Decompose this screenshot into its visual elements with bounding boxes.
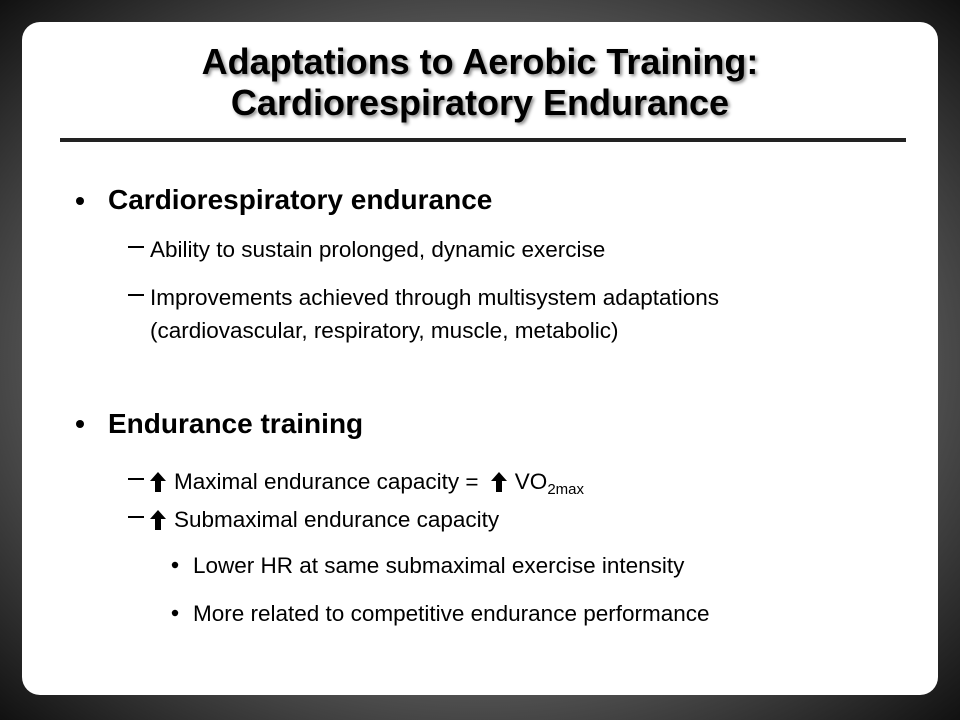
sub-item: Maximal endurance capacity = VO2max (150, 465, 850, 506)
symbol: VO (514, 469, 548, 494)
dash (128, 294, 144, 296)
sub-item: Submaximal endurance capacity (150, 503, 850, 536)
dash (128, 478, 144, 480)
sub-sub-item: More related to competitive endurance pe… (193, 601, 710, 626)
sub-sub-item: Lower HR at same submaximal exercise int… (193, 553, 685, 578)
bullet-text: Cardiorespiratory endurance (108, 184, 493, 215)
title-rule (60, 138, 906, 142)
sub-item-text: Submaximal endurance capacity (174, 507, 500, 532)
bullet (171, 609, 179, 617)
title-line: Adaptations to Aerobic Training: (201, 41, 759, 82)
title-line: Cardiorespiratory Endurance (230, 82, 730, 123)
dash (128, 246, 144, 248)
bullet (76, 197, 84, 205)
slide: Adaptations to Aerobic Training: Cardior… (22, 22, 938, 695)
dash (128, 516, 144, 518)
sub-item: Ability to sustain prolonged, dynamic ex… (150, 237, 606, 262)
bullet (76, 420, 84, 428)
bullet (171, 561, 179, 569)
subscript: 2max (547, 481, 584, 498)
up-arrow (150, 510, 166, 530)
bullet-text: Endurance training (108, 408, 364, 439)
sub-item: Improvements achieved through multisyste… (150, 285, 720, 343)
up-arrow (150, 472, 166, 492)
sub-item-text: Maximal endurance capacity = (174, 469, 479, 494)
up-arrow (490, 472, 507, 492)
